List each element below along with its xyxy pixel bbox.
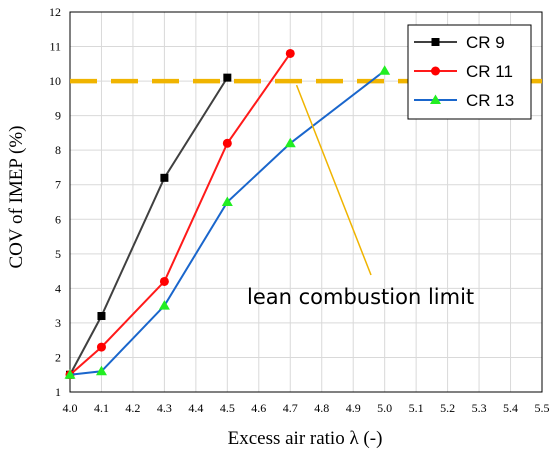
series-line — [69, 77, 229, 376]
data-point-triangle — [284, 137, 296, 148]
data-point-triangle — [95, 365, 107, 376]
data-point-circle — [96, 342, 106, 352]
data-point-triangle — [430, 94, 441, 104]
y-tick-label: 5 — [55, 247, 61, 261]
y-axis-title: COV of IMEP (%) — [6, 125, 27, 268]
x-tick-label: 4.5 — [220, 401, 235, 415]
y-tick-label: 12 — [49, 5, 61, 19]
data-point-circle — [159, 276, 169, 286]
x-tick-label: 4.0 — [63, 401, 78, 415]
x-tick-label: 5.4 — [503, 401, 518, 415]
series-line — [69, 52, 292, 376]
series-line — [69, 69, 386, 376]
data-point-square — [431, 38, 440, 46]
y-tick-label: 4 — [55, 281, 61, 295]
y-tick-label: 10 — [49, 74, 61, 88]
annotation-label: lean combustion limit — [247, 285, 474, 309]
x-tick-label: 4.3 — [157, 401, 172, 415]
data-point-square — [160, 173, 169, 182]
x-tick-label: 4.4 — [188, 401, 203, 415]
legend-label: CR 11 — [466, 62, 513, 81]
data-point-circle — [222, 138, 232, 148]
y-tick-label: 11 — [49, 40, 61, 54]
data-point-triangle — [221, 196, 233, 206]
legend-label: CR 9 — [466, 33, 505, 52]
legend: CR 9 CR 11 CR 13 — [407, 24, 532, 120]
y-tick-label: 3 — [55, 316, 61, 330]
y-tick-label: 8 — [55, 143, 61, 157]
x-tick-label: 5.3 — [472, 401, 487, 415]
x-tick-label: 4.1 — [94, 401, 109, 415]
y-tick-label: 6 — [55, 212, 61, 226]
legend-label: CR 13 — [466, 91, 514, 110]
x-tick-label: 4.6 — [251, 401, 266, 415]
data-point-square — [97, 312, 106, 320]
data-point-circle — [285, 48, 295, 58]
y-tick-label: 9 — [55, 109, 61, 123]
annotation: lean combustion limit — [247, 84, 474, 309]
data-point-triangle — [64, 369, 76, 379]
y-tick-label: 7 — [55, 178, 61, 192]
data-point-square — [223, 73, 232, 82]
x-tick-label: 5.5 — [535, 401, 550, 415]
x-tick-label: 5.1 — [409, 401, 424, 415]
y-tick-label: 2 — [55, 350, 61, 364]
data-point-triangle — [379, 65, 391, 75]
x-tick-labels: 4.0 4.1 4.2 4.3 4.4 4.5 4.6 4.7 4.8 4.9 5.0 5.1 5.2 5… — [63, 401, 550, 415]
plot-border — [69, 11, 543, 393]
data-point-circle — [431, 66, 440, 76]
plot-frame — [69, 11, 543, 393]
x-tick-label: 4.2 — [125, 401, 140, 415]
y-tick-label: 1 — [55, 385, 61, 399]
series-layer — [64, 48, 391, 380]
annotation-leader-line — [295, 84, 372, 276]
x-axis-title: Excess air ratio λ (-) — [228, 428, 383, 449]
x-tick-label: 4.7 — [283, 401, 298, 415]
x-tick-label: 5.2 — [440, 401, 455, 415]
x-tick-label: 4.8 — [314, 401, 329, 415]
x-tick-label: 4.9 — [346, 401, 361, 415]
x-tick-label: 5.0 — [377, 401, 392, 415]
data-point-triangle — [158, 300, 170, 310]
